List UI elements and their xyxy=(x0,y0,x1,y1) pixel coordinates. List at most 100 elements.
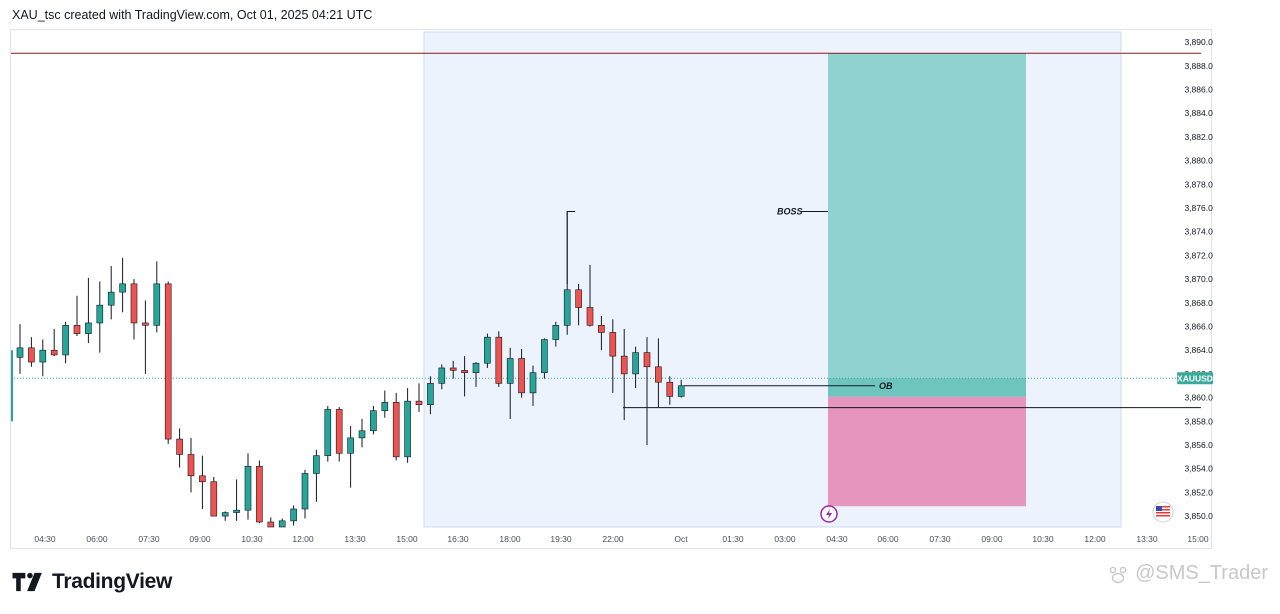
watermark: @SMS_Trader xyxy=(1107,562,1268,585)
x-tick-label: 04:30 xyxy=(826,534,848,544)
chart-frame[interactable]: BOSS OB 3,850.00 3,852.00 3,854.00 3,856.00 3… xyxy=(10,29,1213,550)
y-tick-label: 3,888.00 xyxy=(1184,61,1213,71)
flag-icon-stripe xyxy=(1156,512,1170,514)
candle-body xyxy=(484,336,491,364)
candle-37 xyxy=(438,364,446,390)
ob-label: OB xyxy=(879,381,893,391)
candle-body xyxy=(438,367,446,384)
candle-26 xyxy=(313,449,320,502)
candle-body xyxy=(541,339,548,374)
candle-body xyxy=(575,289,582,308)
candle-13 xyxy=(164,281,172,444)
candle-body xyxy=(176,438,183,455)
tradingview-logo-icon xyxy=(12,572,42,592)
candle-body xyxy=(632,352,639,375)
candle-body xyxy=(506,358,514,384)
candle-23 xyxy=(278,518,286,528)
candle-18 xyxy=(221,511,229,521)
y-tick-label: 3,852.00 xyxy=(1184,487,1213,497)
candle-33 xyxy=(392,392,400,461)
flag-icon-canton xyxy=(1156,506,1162,511)
x-tick-label: 13:30 xyxy=(1136,534,1158,544)
candle-body xyxy=(449,367,457,371)
candle-body xyxy=(290,508,297,522)
y-tick-label: 3,886.00 xyxy=(1184,85,1213,95)
x-tick-label: 07:30 xyxy=(929,534,951,544)
candle-body xyxy=(256,466,263,523)
x-tick-label: 10:30 xyxy=(241,534,263,544)
candle-40 xyxy=(472,362,480,387)
boss-line-left xyxy=(566,211,576,284)
y-tick-label: 3,856.00 xyxy=(1184,440,1213,450)
y-tick-label: 3,880.00 xyxy=(1184,156,1213,166)
paw-icon xyxy=(1109,566,1127,583)
y-tick-label: 3,850.00 xyxy=(1184,511,1213,521)
candle-body xyxy=(153,283,161,326)
candle-body xyxy=(643,352,651,368)
candle-body xyxy=(335,409,343,454)
flag-icon-stripe xyxy=(1156,506,1170,508)
candle-body xyxy=(28,347,35,363)
candle-15 xyxy=(187,437,195,493)
candle-5 xyxy=(73,295,81,336)
x-tick-label: 15:00 xyxy=(1187,534,1209,544)
candle-body xyxy=(130,283,138,324)
candle-44 xyxy=(518,349,525,398)
candle-body xyxy=(381,402,389,411)
candle-3 xyxy=(50,328,58,357)
candle-4 xyxy=(62,321,69,364)
candlestick-chart[interactable]: BOSS OB 3,850.00 3,852.00 3,854.00 3,856.00 3… xyxy=(11,30,1213,550)
candle-body xyxy=(187,454,195,477)
candle-body xyxy=(244,466,252,511)
lightning-icon-bolt xyxy=(826,509,832,519)
candle-9 xyxy=(119,257,126,313)
candle-body xyxy=(142,322,149,326)
candle-body xyxy=(461,370,468,374)
candle-body xyxy=(404,400,411,458)
candle-22 xyxy=(267,517,275,528)
y-tick-label: 3,874.00 xyxy=(1184,227,1213,237)
x-tick-label: 12:00 xyxy=(292,534,314,544)
x-tick-label: 07:30 xyxy=(138,534,160,544)
candle-31 xyxy=(370,405,377,435)
candle-body xyxy=(563,289,571,326)
candle-body xyxy=(529,372,537,394)
candle-body xyxy=(586,307,594,326)
candle-body xyxy=(620,355,628,375)
x-tick-label: 09:00 xyxy=(189,534,211,544)
x-tick-label: 18:00 xyxy=(499,534,521,544)
candle-body xyxy=(199,475,206,483)
candle-body xyxy=(518,358,525,394)
y-tick-label: 3,870.00 xyxy=(1184,274,1213,284)
candle-43 xyxy=(506,347,514,419)
candle-body xyxy=(427,383,434,406)
x-tick-label: 06:00 xyxy=(86,534,108,544)
candle-body xyxy=(358,430,366,439)
candle-52 xyxy=(609,319,617,393)
tradingview-brand[interactable]: TradingView xyxy=(12,569,172,595)
candle-body xyxy=(233,509,240,513)
candle-56 xyxy=(655,338,662,408)
candle-body xyxy=(73,325,81,334)
y-tick-label: 3,854.00 xyxy=(1184,464,1213,474)
lightning-icon xyxy=(820,505,838,523)
candle-body xyxy=(119,283,126,293)
candle-body xyxy=(164,283,172,440)
candle-body xyxy=(609,332,617,357)
candle-17 xyxy=(210,476,218,517)
candle-51 xyxy=(598,315,605,351)
candle-58 xyxy=(677,379,685,398)
y-tick-label: 3,890.00 xyxy=(1184,37,1213,47)
y-tick-label: 3,878.00 xyxy=(1184,179,1213,189)
symbol-tag-bg xyxy=(1177,372,1213,385)
x-tick-label: 03:00 xyxy=(774,534,796,544)
candle-45 xyxy=(529,365,537,406)
x-tick-label: 22:00 xyxy=(602,534,624,544)
candle-6 xyxy=(85,277,92,344)
candle-20 xyxy=(244,453,252,520)
y-tick-label: 3,876.00 xyxy=(1184,203,1213,213)
candle-34 xyxy=(404,388,411,463)
candle-10 xyxy=(130,279,138,340)
candle-7 xyxy=(96,281,104,353)
x-tick-label: 10:30 xyxy=(1032,534,1054,544)
